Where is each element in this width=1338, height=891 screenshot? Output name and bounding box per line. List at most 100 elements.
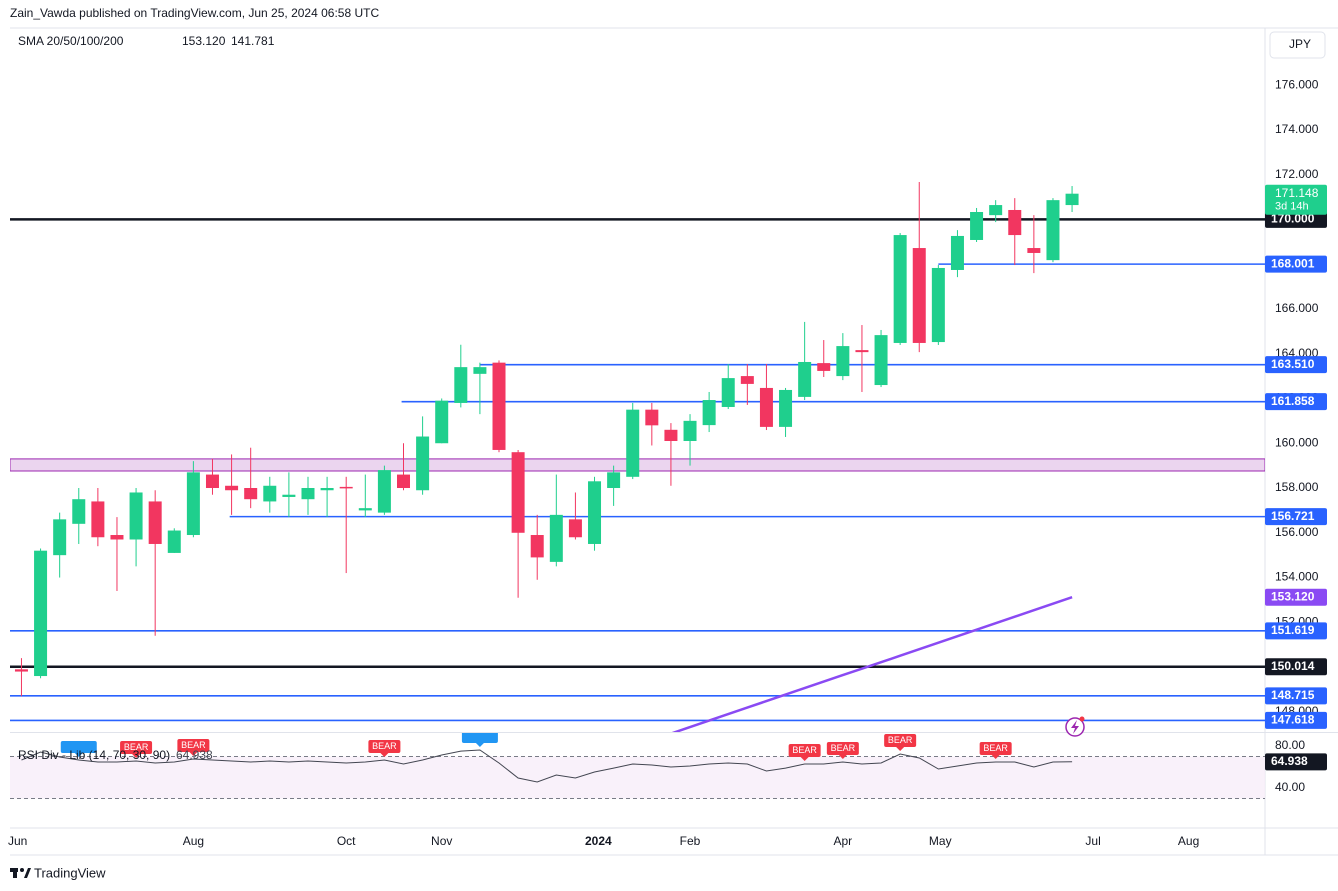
level-label-box (1265, 255, 1327, 273)
candle-body (568, 519, 582, 538)
rsi-line (21, 749, 1073, 783)
candle-body (588, 481, 602, 544)
candle-body (530, 535, 544, 558)
level-label: 150.014 (1271, 659, 1315, 673)
y-tick-label: 176.000 (1275, 77, 1319, 91)
level-label: 156.721 (1271, 509, 1315, 523)
candle-body (607, 472, 621, 489)
bear-pointer (838, 754, 847, 759)
candle-body (970, 212, 984, 240)
rsi-legend-value: 64.938 (176, 748, 213, 762)
bear-marker (788, 743, 821, 757)
legend-name: SMA 20/50/100/200 (18, 34, 124, 48)
legend-value: 153.120 (182, 34, 226, 48)
bear-pointer (380, 752, 389, 757)
candle-body (416, 436, 430, 491)
rsi-legend: RSI Div - Lib (14, 70, 30, 90) (18, 748, 170, 762)
candle-body (225, 485, 239, 491)
candle-body (779, 389, 793, 427)
candle-body (72, 499, 86, 524)
rsi-band (10, 756, 1265, 799)
rsi-pane: BEAR BEAR BEAR BEAR BEAR BEAR BEAR (10, 733, 1265, 800)
level-label: 151.619 (1271, 623, 1315, 637)
level-label-box (1265, 711, 1327, 729)
candle-body (702, 400, 716, 426)
axes: 148.000150.000152.000154.000156.000158.0… (8, 77, 1327, 848)
candle-body (358, 508, 372, 511)
candle-body (1046, 200, 1060, 261)
candle-body (549, 514, 563, 562)
candle-body (989, 205, 1003, 216)
y-tick-label: 166.000 (1275, 301, 1319, 315)
bear-marker (120, 741, 153, 755)
candle-body (282, 494, 296, 497)
x-tick-label: 2024 (585, 834, 612, 848)
candle-body (740, 376, 754, 384)
candle-body (931, 267, 945, 343)
candle-body (377, 470, 391, 513)
level-label: 163.510 (1271, 357, 1315, 371)
bear-label: BEAR (372, 741, 397, 751)
candle-body (339, 486, 353, 489)
alert-icon[interactable] (1065, 716, 1085, 737)
sma-label-box (1265, 588, 1327, 606)
bear-marker (826, 741, 859, 755)
bear-marker (368, 739, 401, 753)
candle-body (912, 248, 926, 343)
candle-body (626, 409, 640, 477)
bear-pointer (800, 756, 809, 761)
sma-label: 153.120 (1271, 589, 1315, 603)
last-price-box (1265, 184, 1327, 215)
candle-body (511, 452, 525, 533)
bear-label: BEAR (792, 745, 817, 755)
last-price: 171.148 (1275, 186, 1319, 200)
currency-box[interactable] (1269, 31, 1326, 59)
candle-body (263, 485, 277, 502)
bear-marker (177, 739, 210, 753)
bear-label: BEAR (983, 743, 1008, 753)
footer-brand: TradingView (34, 865, 106, 880)
x-tick-label: May (929, 834, 952, 848)
candle-body (1027, 248, 1041, 253)
x-tick-label: Jun (8, 834, 27, 848)
level-label: 161.858 (1271, 394, 1315, 408)
x-tick-label: Oct (337, 834, 356, 848)
x-tick-label: Aug (183, 834, 204, 848)
candle-body (301, 488, 315, 500)
level-label-box (1265, 508, 1327, 526)
level-label: 168.001 (1271, 256, 1315, 270)
candle-body (1008, 209, 1022, 236)
level-label: 147.618 (1271, 713, 1315, 727)
candle-body (874, 335, 888, 386)
candle-body (683, 420, 697, 441)
candle-body (817, 363, 831, 371)
currency[interactable]: JPY (1289, 37, 1311, 51)
sma-line (671, 596, 1073, 732)
candle-body (14, 669, 28, 672)
candle-body (110, 535, 124, 540)
candle-body (148, 501, 162, 544)
level-label-box (1265, 622, 1327, 640)
bear-label: BEAR (124, 742, 149, 752)
level-label: 170.000 (1271, 212, 1315, 226)
header: Zain_Vawda published on TradingView.com,… (10, 6, 379, 20)
y-tick-label: 154.000 (1275, 570, 1319, 584)
bull-marker (461, 733, 498, 744)
bear-pointer (896, 746, 905, 751)
x-tick-label: Feb (680, 834, 701, 848)
candle-body (167, 530, 181, 553)
candle-body (950, 235, 964, 270)
y-tick-label: 160.000 (1275, 435, 1319, 449)
legend-value: 141.781 (231, 34, 275, 48)
x-tick-label: Apr (834, 834, 853, 848)
candle-body (664, 429, 678, 441)
bear-marker (979, 741, 1012, 755)
y-tick-label: 156.000 (1275, 525, 1319, 539)
candle-body (645, 409, 659, 426)
candle-body (186, 472, 200, 536)
price-pane (10, 182, 1265, 732)
bull-pointer (74, 752, 83, 757)
